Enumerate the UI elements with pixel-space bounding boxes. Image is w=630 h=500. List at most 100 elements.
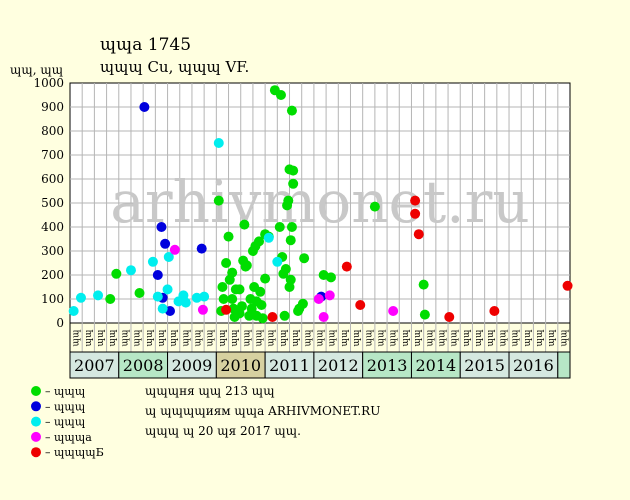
legend-label: – ɰɰɰ <box>45 400 86 413</box>
legend-label: – ɰɰɰɰБ <box>45 446 104 459</box>
data-point <box>288 165 299 176</box>
data-point <box>413 229 424 240</box>
y-tick-label: 500 <box>41 196 64 210</box>
data-point <box>234 284 245 295</box>
year-label: 2012 <box>318 356 359 375</box>
month-label: ɰɰ <box>535 329 545 347</box>
data-point <box>299 253 310 264</box>
info-line-1: ɰɰɰня ɰɰ 213 ɰɰ <box>145 384 275 398</box>
month-label: ɰɰ <box>389 329 399 347</box>
data-point <box>217 282 228 292</box>
month-label: ɰɰ <box>413 329 423 347</box>
data-point <box>160 238 171 249</box>
data-point <box>246 303 257 314</box>
month-label: ɰɰ <box>547 329 557 347</box>
legend-marker <box>31 386 41 396</box>
data-point <box>355 300 366 310</box>
month-label: ɰɰ <box>364 329 374 347</box>
data-point <box>280 264 291 274</box>
data-point <box>324 290 335 301</box>
month-label: ɰɰ <box>255 329 265 347</box>
chart-header-line2: ɰɰɰ Cu, ɰɰɰ VF. <box>100 58 249 76</box>
year-cell <box>69 351 120 379</box>
data-point <box>196 243 207 254</box>
month-label: ɰɰ <box>523 329 533 347</box>
y-tick-labels: 0 100 200 300 400 500 600 700 800 900 1000 <box>33 76 64 330</box>
year-cell <box>362 351 412 379</box>
data-point <box>279 310 290 321</box>
year-label: 2011 <box>269 356 310 375</box>
month-label: ɰɰ <box>145 329 155 347</box>
data-point <box>274 222 285 232</box>
info-line-2: ɰ ɰɰɰɰиям ɰɰa ARHIVMONET.RU <box>145 404 381 418</box>
y-tick-label: 300 <box>41 244 64 258</box>
data-point <box>489 306 500 316</box>
month-label: ɰɰ <box>218 329 228 347</box>
data-point <box>418 279 429 290</box>
data-point <box>134 288 145 298</box>
month-label: ɰɰ <box>169 329 179 347</box>
month-label: ɰɰ <box>194 329 204 347</box>
month-label: ɰɰ <box>303 329 313 347</box>
year-label: 2016 <box>513 356 554 375</box>
month-label: ɰɰ <box>498 329 508 347</box>
info-line-3: ɰɰɰ ɰ 20 ɰя 2017 ɰɰ. <box>145 424 301 438</box>
data-point <box>162 284 173 295</box>
year-cell <box>410 351 461 379</box>
y-tick-label: 1000 <box>33 76 64 90</box>
data-point <box>260 273 271 284</box>
data-point <box>275 90 286 100</box>
legend-label: – ɰɰɰ <box>45 416 86 429</box>
month-label: ɰɰ <box>474 329 484 347</box>
data-point <box>288 178 299 189</box>
year-cell <box>557 351 571 379</box>
y-tick-label: 0 <box>56 316 64 330</box>
year-cell <box>167 351 217 379</box>
data-point <box>197 304 208 315</box>
month-label: ɰɰ <box>437 329 447 347</box>
year-cell <box>215 351 266 379</box>
month-label: ɰɰ <box>108 329 118 347</box>
legend-marker <box>31 416 41 427</box>
data-point <box>152 270 163 280</box>
year-label: 2015 <box>464 356 505 375</box>
data-point <box>283 195 294 206</box>
y-tick-label: 100 <box>41 292 64 306</box>
y-tick-label: 400 <box>41 220 64 234</box>
year-row: 2007 2008 2009 2010 2011 2012 2013 2014 2015 2016 <box>69 351 571 379</box>
year-cell <box>508 351 559 379</box>
data-point <box>180 297 191 308</box>
data-point <box>157 303 168 314</box>
data-point <box>369 201 380 212</box>
month-label: ɰɰ <box>401 329 411 347</box>
month-label: ɰɰ <box>230 329 240 347</box>
data-point <box>410 208 421 219</box>
data-point <box>285 274 296 285</box>
data-point <box>221 304 232 315</box>
data-point <box>267 312 278 322</box>
data-point <box>263 232 274 243</box>
data-point <box>221 258 232 268</box>
year-cell <box>264 351 315 379</box>
month-label: ɰɰ <box>462 329 472 347</box>
data-point <box>341 261 352 272</box>
legend-marker <box>31 401 41 412</box>
month-label: ɰɰ <box>450 329 460 347</box>
year-label: 2010 <box>220 356 261 375</box>
data-point <box>285 235 296 246</box>
data-point <box>241 260 252 271</box>
watermark: arhivmonet.ru <box>110 168 529 236</box>
grid <box>70 83 570 352</box>
year-label: 2007 <box>74 356 115 375</box>
data-point <box>213 195 224 206</box>
data-point <box>318 312 329 322</box>
month-label: ɰɰ <box>96 329 106 347</box>
data-point <box>147 256 158 267</box>
data-point <box>325 272 336 283</box>
legend-marker <box>31 447 41 458</box>
y-tick-label: 200 <box>41 268 64 282</box>
month-label: ɰɰ <box>267 329 277 347</box>
data-point <box>227 267 238 278</box>
month-label: ɰɰ <box>291 329 301 347</box>
